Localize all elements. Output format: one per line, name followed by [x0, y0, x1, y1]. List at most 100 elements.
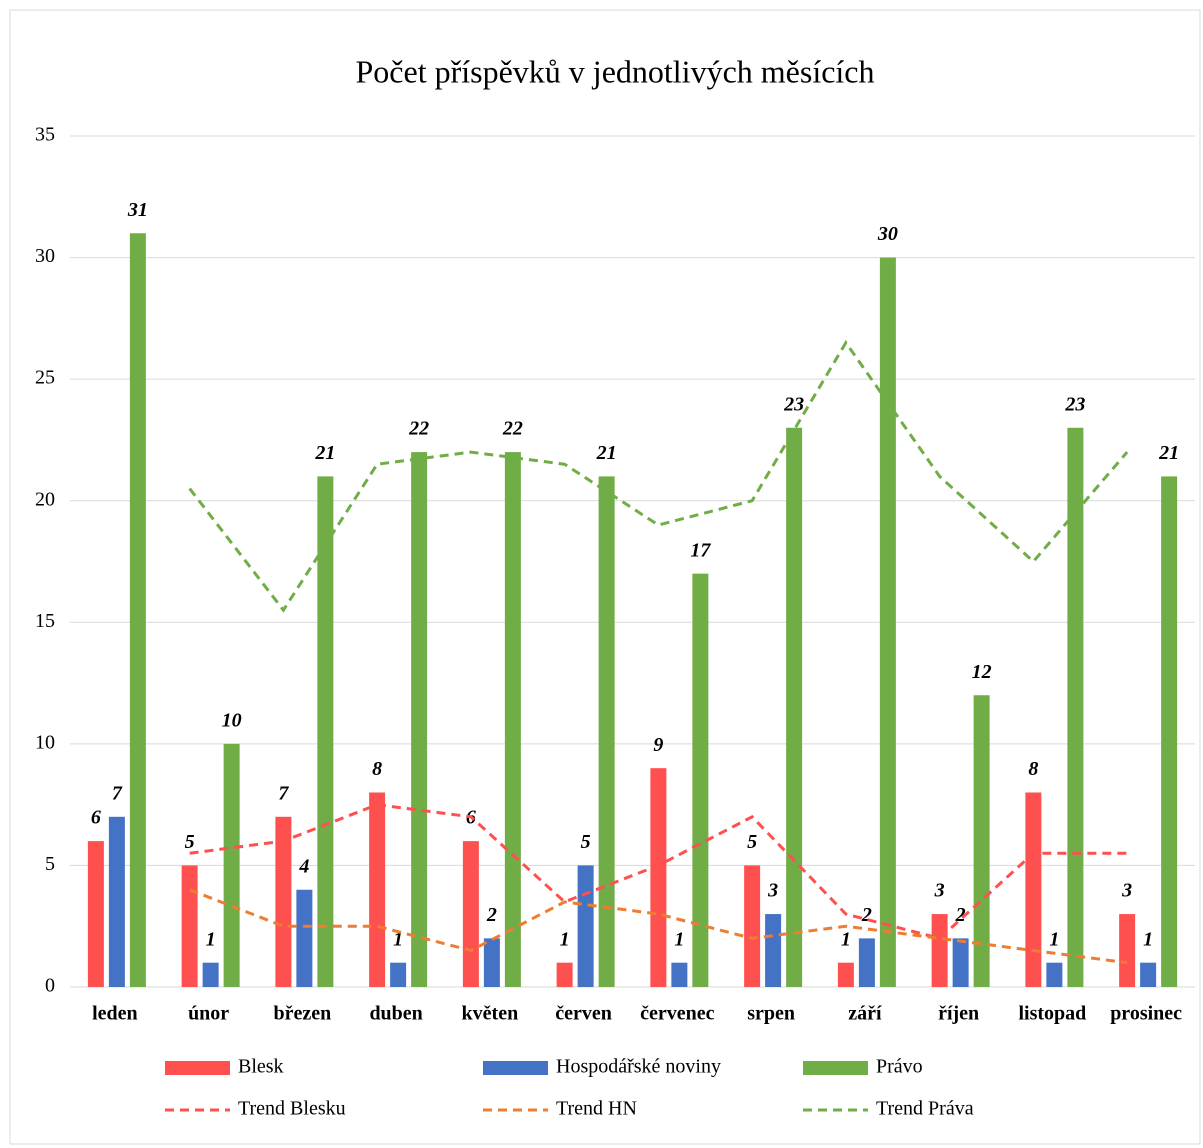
data-label: 7 — [278, 782, 289, 804]
data-label: 17 — [690, 539, 711, 561]
x-tick-label: květen — [462, 1003, 519, 1025]
bar — [1140, 962, 1157, 987]
bar — [317, 476, 334, 987]
legend-swatch — [803, 1061, 868, 1075]
data-label: 3 — [934, 880, 945, 902]
legend-label: Trend HN — [556, 1098, 637, 1120]
bar — [577, 865, 594, 987]
data-label: 3 — [1121, 880, 1132, 902]
legend-label: Právo — [876, 1056, 923, 1078]
bar — [129, 233, 146, 987]
legend-label: Trend Blesku — [238, 1098, 346, 1120]
data-label: 5 — [747, 831, 757, 853]
trend-line — [188, 339, 1129, 613]
bar — [369, 792, 386, 987]
x-tick-label: září — [848, 1003, 882, 1025]
y-tick-label: 30 — [35, 245, 55, 267]
bar — [692, 573, 709, 987]
bar — [952, 938, 969, 987]
bar — [462, 841, 479, 987]
x-tick-label: červenec — [640, 1003, 715, 1025]
bar — [108, 816, 125, 987]
y-tick-label: 0 — [45, 975, 55, 997]
bar — [411, 452, 428, 988]
bar — [786, 427, 803, 987]
bar — [1119, 914, 1136, 987]
y-tick-label: 10 — [35, 731, 55, 753]
data-label: 6 — [91, 807, 101, 829]
bar — [1067, 427, 1084, 987]
legend-label: Blesk — [238, 1056, 284, 1078]
y-tick-label: 5 — [45, 853, 55, 875]
bar — [181, 865, 198, 987]
bar — [1161, 476, 1178, 987]
x-tick-label: březen — [273, 1003, 331, 1025]
bar — [837, 962, 854, 987]
bar — [765, 914, 782, 987]
data-label: 2 — [486, 904, 497, 926]
bar — [556, 962, 573, 987]
data-label: 7 — [112, 782, 123, 804]
data-label: 12 — [972, 661, 992, 683]
bar — [275, 816, 292, 987]
legend-swatch — [483, 1061, 548, 1075]
y-tick-label: 15 — [35, 610, 55, 632]
data-label: 2 — [955, 904, 966, 926]
x-tick-label: říjen — [938, 1003, 979, 1025]
bar — [744, 865, 761, 987]
x-tick-label: prosinec — [1110, 1003, 1182, 1025]
data-label: 3 — [767, 880, 778, 902]
bar — [296, 889, 313, 987]
data-label: 21 — [596, 442, 617, 464]
x-tick-label: červen — [555, 1003, 612, 1025]
data-label: 1 — [841, 928, 851, 950]
legend-label: Trend Práva — [876, 1098, 974, 1120]
x-tick-label: listopad — [1018, 1003, 1086, 1025]
data-label: 1 — [393, 928, 403, 950]
bar — [202, 962, 219, 987]
bar — [483, 938, 500, 987]
trend-line — [189, 803, 1128, 941]
data-label: 31 — [127, 199, 148, 221]
y-tick-label: 25 — [35, 367, 55, 389]
data-label: 23 — [1064, 393, 1085, 415]
data-label: 22 — [502, 418, 523, 440]
legend-label: Hospodářské noviny — [556, 1056, 721, 1078]
chart-title: Počet příspěvků v jednotlivých měsících — [356, 53, 875, 89]
data-label: 1 — [674, 928, 684, 950]
bar — [858, 938, 875, 987]
bar — [1025, 792, 1042, 987]
data-label: 2 — [861, 904, 872, 926]
data-label: 30 — [877, 223, 898, 245]
data-label: 1 — [1143, 928, 1153, 950]
data-label: 4 — [298, 855, 309, 877]
data-label: 1 — [560, 928, 570, 950]
data-label: 8 — [1028, 758, 1038, 780]
data-label: 5 — [581, 831, 591, 853]
data-label: 9 — [653, 734, 663, 756]
y-tick-label: 20 — [35, 488, 55, 510]
bar — [87, 841, 104, 987]
x-tick-label: únor — [188, 1003, 229, 1025]
bar — [390, 962, 407, 987]
legend-swatch — [165, 1061, 230, 1075]
x-tick-label: duben — [369, 1003, 422, 1025]
bar — [671, 962, 688, 987]
data-label: 21 — [314, 442, 335, 464]
data-label: 23 — [783, 393, 804, 415]
data-label: 22 — [408, 418, 429, 440]
data-label: 1 — [1049, 928, 1059, 950]
bar — [879, 257, 896, 988]
data-label: 5 — [185, 831, 195, 853]
bar — [650, 768, 667, 987]
x-tick-label: srpen — [747, 1003, 795, 1025]
bar — [504, 452, 521, 988]
data-label: 1 — [206, 928, 216, 950]
y-tick-label: 35 — [35, 124, 55, 146]
data-label: 21 — [1158, 442, 1179, 464]
x-tick-label: leden — [92, 1003, 138, 1025]
data-label: 10 — [222, 709, 242, 731]
bar — [973, 695, 990, 987]
bar — [598, 476, 615, 987]
